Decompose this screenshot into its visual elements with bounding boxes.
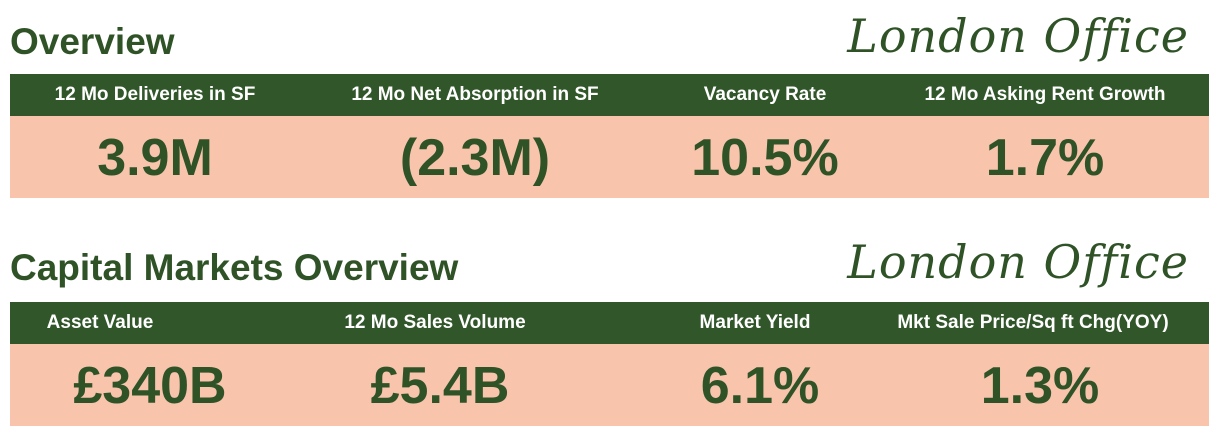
- capital-markets-header-bar: Asset Value 12 Mo Sales Volume Market Yi…: [10, 302, 1209, 344]
- value-asking-rent-growth: 1.7%: [985, 129, 1105, 187]
- header-sales-volume: 12 Mo Sales Volume: [344, 312, 526, 333]
- value-asset-value: £340B: [73, 357, 227, 415]
- value-market-yield: 6.1%: [700, 357, 820, 415]
- brand-label: London Office: [847, 9, 1189, 63]
- capital-markets-values-bar: £340B £5.4B 6.1% 1.3%: [10, 344, 1209, 426]
- value-net-absorption: (2.3M): [399, 129, 551, 187]
- header-net-absorption: 12 Mo Net Absorption in SF: [351, 84, 599, 105]
- value-vacancy-rate: 10.5%: [691, 129, 839, 187]
- overview-header-bar: 12 Mo Deliveries in SF 12 Mo Net Absorpt…: [10, 74, 1209, 116]
- header-vacancy-rate: Vacancy Rate: [703, 84, 827, 105]
- capital-markets-title: Capital Markets Overview: [10, 247, 459, 288]
- overview-values-bar: 3.9M (2.3M) 10.5% 1.7%: [10, 116, 1209, 198]
- value-sales-volume: £5.4B: [370, 357, 510, 415]
- header-asset-value: Asset Value: [46, 312, 154, 333]
- header-market-yield: Market Yield: [699, 312, 811, 333]
- header-asking-rent-growth: 12 Mo Asking Rent Growth: [924, 84, 1166, 105]
- value-sale-price-change: 1.3%: [980, 357, 1100, 415]
- value-deliveries: 3.9M: [97, 129, 213, 187]
- brand-label: London Office: [847, 235, 1189, 289]
- header-deliveries: 12 Mo Deliveries in SF: [54, 84, 256, 105]
- header-sale-price-change: Mkt Sale Price/Sq ft Chg(YOY): [897, 312, 1169, 333]
- overview-title: Overview: [10, 21, 175, 62]
